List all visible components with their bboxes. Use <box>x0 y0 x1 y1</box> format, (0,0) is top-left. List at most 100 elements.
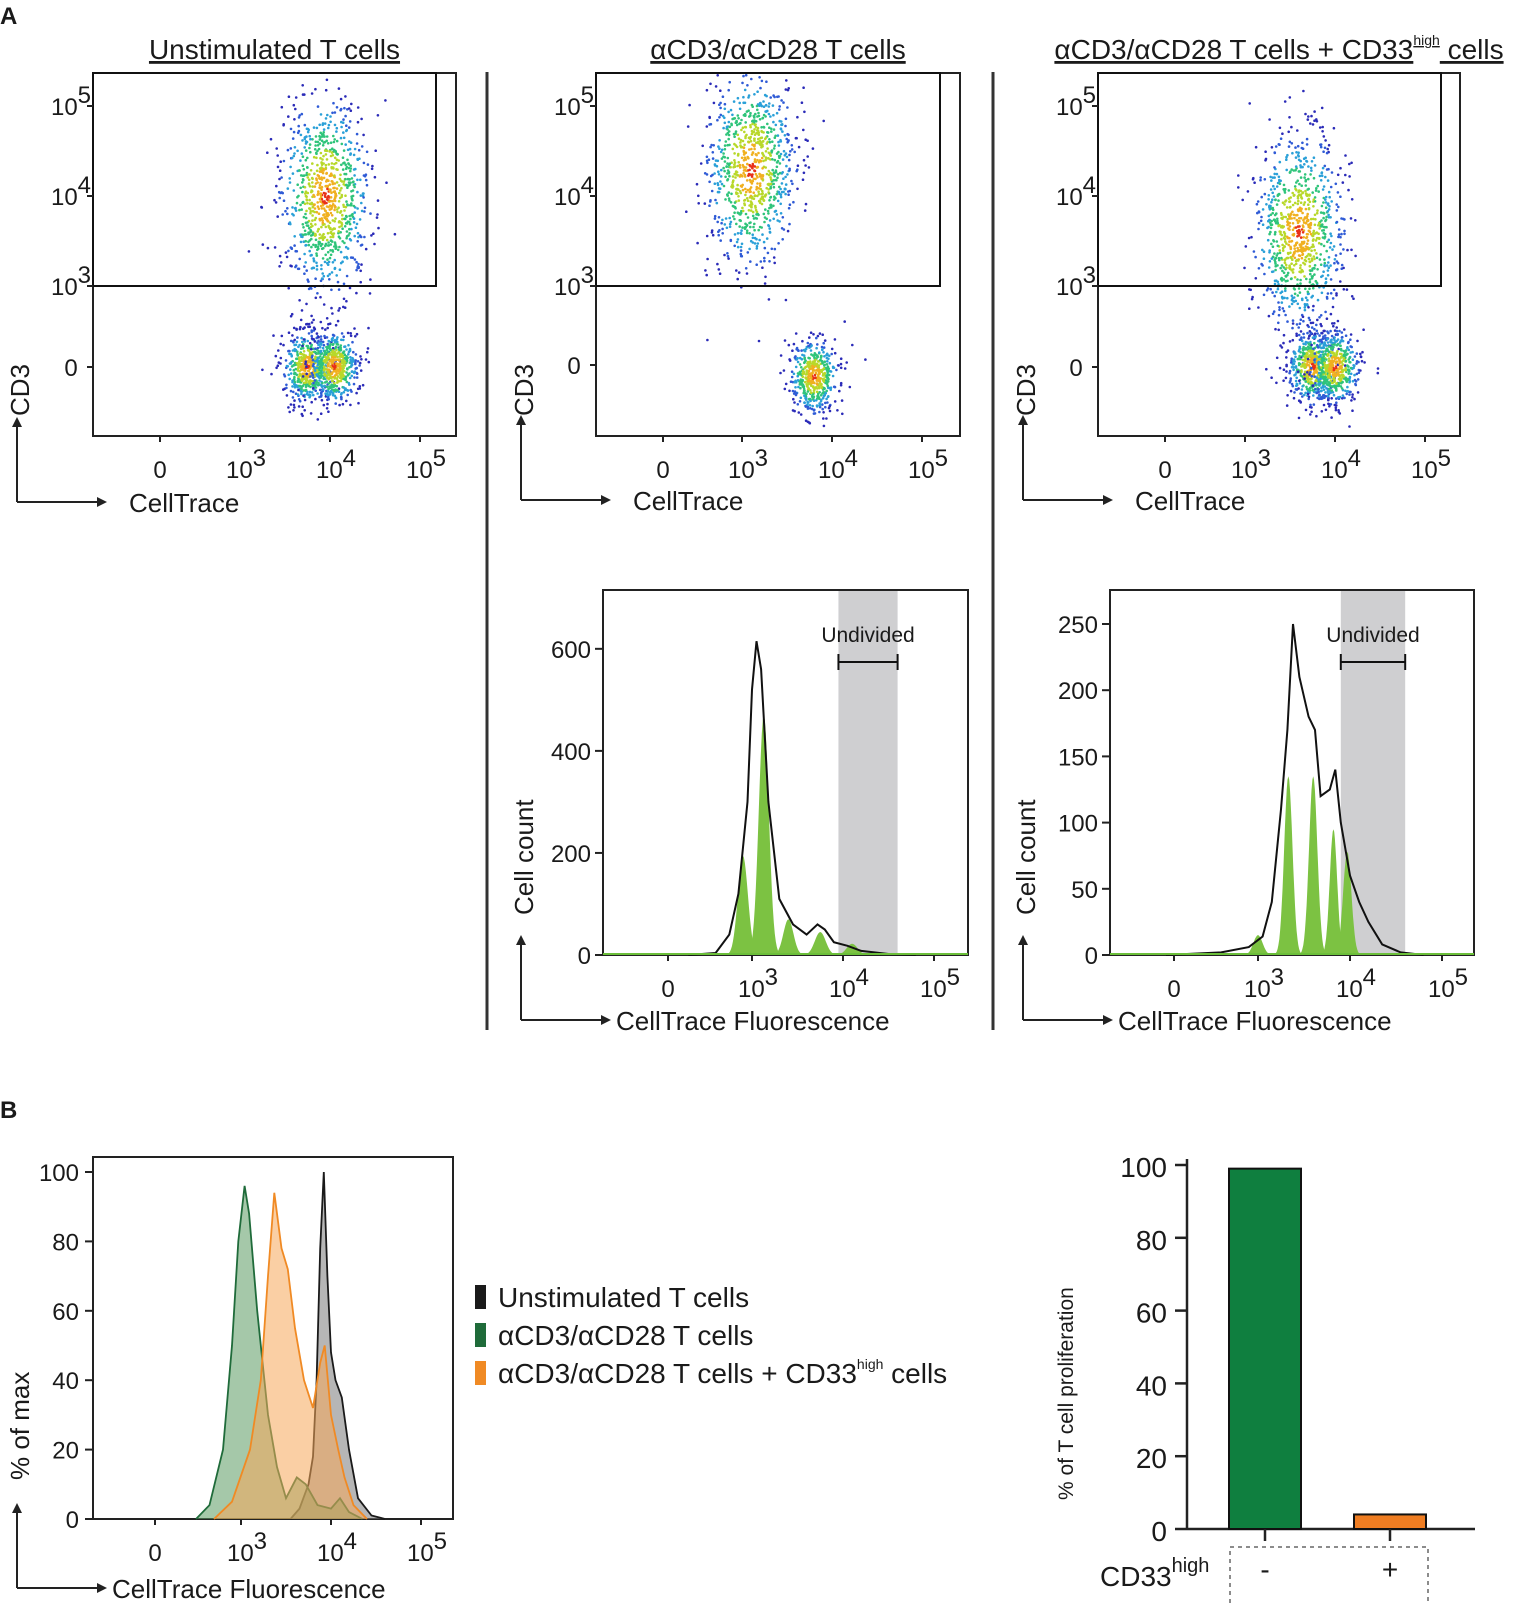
dot-stim-point-0 <box>783 187 787 191</box>
dot-stim-point-0 <box>757 228 760 232</box>
dot-unstim-point-1 <box>302 389 306 392</box>
dot-stim-point-0 <box>802 158 806 162</box>
dot-stim-cd33-point-0 <box>1321 125 1324 129</box>
dot-stim-cd33-point-0 <box>1268 218 1271 222</box>
dot-unstim-point-0 <box>332 186 335 190</box>
dot-stim-cd33-point-0 <box>1277 199 1280 202</box>
dot-stim-cd33-point-0 <box>1297 158 1301 162</box>
dot-unstim-point-0 <box>344 217 347 221</box>
dot-unstim-point-0 <box>306 221 309 224</box>
dot-stim-cd33-point-0 <box>1350 295 1354 298</box>
dot-stim-cd33-point-0 <box>1313 110 1316 113</box>
dot-stim-cd33-point-0 <box>1244 245 1248 248</box>
dot-stim-point-0 <box>782 190 785 194</box>
dot-stim-cd33-point-0 <box>1237 174 1240 177</box>
dot-stim-cd33-point-0 <box>1296 202 1300 206</box>
dot-stim-point-0 <box>701 144 704 148</box>
dot-unstim-point-0 <box>327 163 331 166</box>
dot-stim-point-0 <box>757 137 760 141</box>
dot-stim-cd33-point-1 <box>1299 330 1303 333</box>
dot-stim-cd33-point-0 <box>1287 145 1291 148</box>
dot-stim-cd33-point-0 <box>1279 137 1283 140</box>
dot-stim-point-0 <box>763 256 766 260</box>
dot-stim-point-1 <box>790 370 794 374</box>
dot-stim-point-0 <box>724 175 727 179</box>
dot-stim-cd33-point-0 <box>1336 173 1340 177</box>
dot-stim-point-0 <box>776 173 780 176</box>
dot-unstim-point-2 <box>301 375 305 378</box>
dot-stim-point-0 <box>719 239 722 242</box>
dot-stim-point-0 <box>776 134 780 137</box>
dot-unstim-point-0 <box>320 161 323 164</box>
dot-stim-point-0 <box>800 101 804 104</box>
dot-stim-cd33-point-1 <box>1311 321 1315 325</box>
dot-stim-cd33-point-0 <box>1291 203 1295 207</box>
dot-unstim-point-0 <box>311 214 314 217</box>
dot-unstim-point-0 <box>333 123 337 127</box>
dot-stim-cd33-point-1 <box>1289 379 1292 383</box>
dot-unstim-point-0 <box>325 198 329 201</box>
dot-stim-cd33-point-0 <box>1287 213 1290 216</box>
dot-stim-point-0 <box>709 145 712 149</box>
dot-stim-cd33-point-0 <box>1329 292 1333 295</box>
dot-unstim-point-0 <box>299 203 302 207</box>
dot-unstim-point-0 <box>335 208 339 211</box>
dot-stim-cd33-point-0 <box>1284 215 1288 219</box>
dot-unstim-point-0 <box>280 176 283 179</box>
dot-stim-point-0 <box>745 179 749 182</box>
dot-unstim-point-0 <box>326 142 330 145</box>
dot-unstim-point-2 <box>328 390 332 394</box>
dot-unstim-point-1 <box>303 369 307 373</box>
dot-unstim-point-0 <box>347 126 351 129</box>
dot-unstim-point-0 <box>288 181 292 184</box>
dot-stim-cd33-point-0 <box>1311 123 1315 126</box>
dot-stim-cd33-point-2 <box>1353 397 1356 401</box>
dot-unstim-point-0 <box>286 207 289 210</box>
dot-stim-point-0 <box>769 176 772 179</box>
dot-stim-cd33-point-0 <box>1322 201 1325 204</box>
dot-unstim-point-0 <box>335 139 339 143</box>
dot-unstim-point-2 <box>314 347 317 351</box>
dot-unstim-point-0 <box>321 272 325 275</box>
dot-stim-point-0 <box>721 232 724 235</box>
dot-stim-point-0 <box>719 150 723 154</box>
dot-stim-cd33-point-0 <box>1305 277 1308 281</box>
dot-stim-point-0 <box>782 228 786 231</box>
dot-unstim-point-2 <box>349 403 352 407</box>
dot-stim-cd33-point-0 <box>1284 199 1288 202</box>
dot-stim-point-1 <box>816 383 819 386</box>
dot-stim-point-1 <box>812 412 816 415</box>
dot-unstim-point-0 <box>323 260 327 264</box>
dot-unstim-gate <box>92 72 437 287</box>
dot-stim-cd33-point-0 <box>1318 258 1322 261</box>
dot-unstim-point-1 <box>300 309 304 312</box>
dot-stim-cd33-point-0 <box>1309 122 1312 125</box>
dot-stim-cd33-point-0 <box>1309 269 1312 273</box>
dot-stim-point-0 <box>731 180 735 184</box>
dot-stim-point-0 <box>749 180 752 184</box>
dot-unstim-point-2 <box>323 355 327 359</box>
dot-stim-cd33-point-0 <box>1277 143 1281 146</box>
dot-unstim-point-0 <box>337 309 340 312</box>
dot-unstim-point-0 <box>344 177 347 181</box>
dot-stim-point-0 <box>747 209 751 212</box>
dot-stim-point-0 <box>728 199 731 202</box>
dot-stim-y-tick-1: 103 <box>554 262 594 301</box>
dot-stim-cd33-point-2 <box>1376 367 1380 370</box>
dot-stim-point-1 <box>827 373 831 377</box>
dot-stim-point-0 <box>781 158 785 161</box>
dot-stim-cd33-point-0 <box>1283 203 1286 206</box>
dot-stim-cd33-point-0 <box>1259 219 1263 223</box>
dot-unstim-point-2 <box>317 335 320 339</box>
dot-stim-cd33-point-0 <box>1288 96 1292 99</box>
dot-stim-cd33-point-0 <box>1327 238 1331 242</box>
dot-stim-point-1 <box>806 403 809 406</box>
dot-unstim-point-0 <box>306 191 310 195</box>
dot-unstim-point-0 <box>342 180 346 183</box>
dot-stim-point-1 <box>828 354 831 358</box>
dot-unstim-point-2 <box>331 392 335 395</box>
dot-stim-point-0 <box>756 212 760 216</box>
dot-unstim-point-0 <box>338 177 342 181</box>
dot-stim-cd33-point-0 <box>1319 263 1323 267</box>
dot-stim-cd33-point-0 <box>1329 264 1332 267</box>
